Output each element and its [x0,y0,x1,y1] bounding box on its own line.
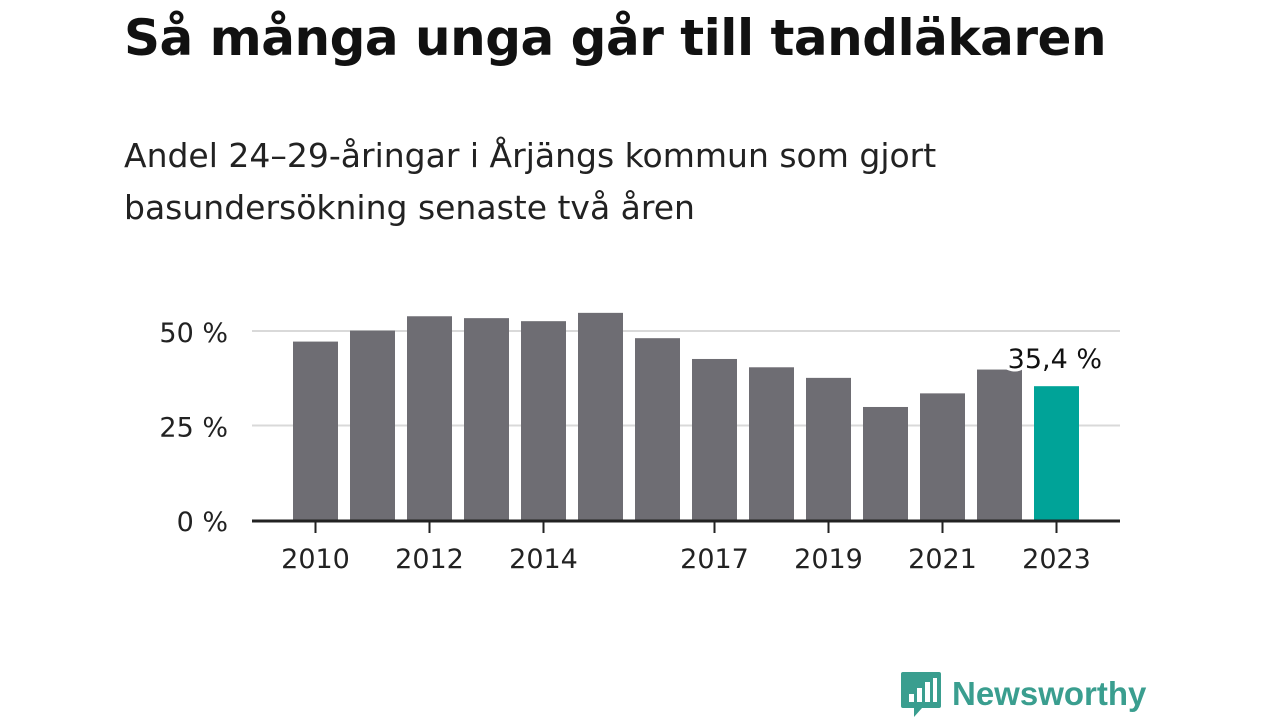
chart-title: Så många unga går till tandläkaren [124,9,1107,67]
bar [464,318,509,520]
y-tick-label: 25 % [159,413,228,444]
brand-name: Newsworthy [952,675,1147,712]
data-label: 35,4 % [1008,344,1102,375]
x-tick-label: 2014 [509,544,578,575]
bar [350,330,395,520]
x-tick-label: 2019 [794,544,863,575]
bar [407,316,452,520]
bar [293,341,338,520]
y-tick-label: 0 % [177,507,228,538]
bar [1034,386,1079,520]
x-tick-label: 2010 [281,544,350,575]
y-tick-label: 50 % [159,318,228,349]
x-tick-label: 2023 [1022,544,1091,575]
bar [977,369,1022,520]
bar [692,358,737,520]
brand-logo: Newsworthy [900,670,1146,718]
chart-subtitle: Andel 24–29-åringar i Årjängs kommun som… [124,136,937,227]
bar [806,377,851,520]
bar [863,406,908,520]
bar [749,367,794,520]
bar [578,312,623,520]
x-tick-label: 2012 [395,544,464,575]
bar [920,393,965,520]
x-tick-label: 2021 [908,544,977,575]
x-tick-label: 2017 [680,544,749,575]
newsworthy-logo-icon [901,672,941,717]
bar [635,338,680,520]
bar [521,321,566,520]
